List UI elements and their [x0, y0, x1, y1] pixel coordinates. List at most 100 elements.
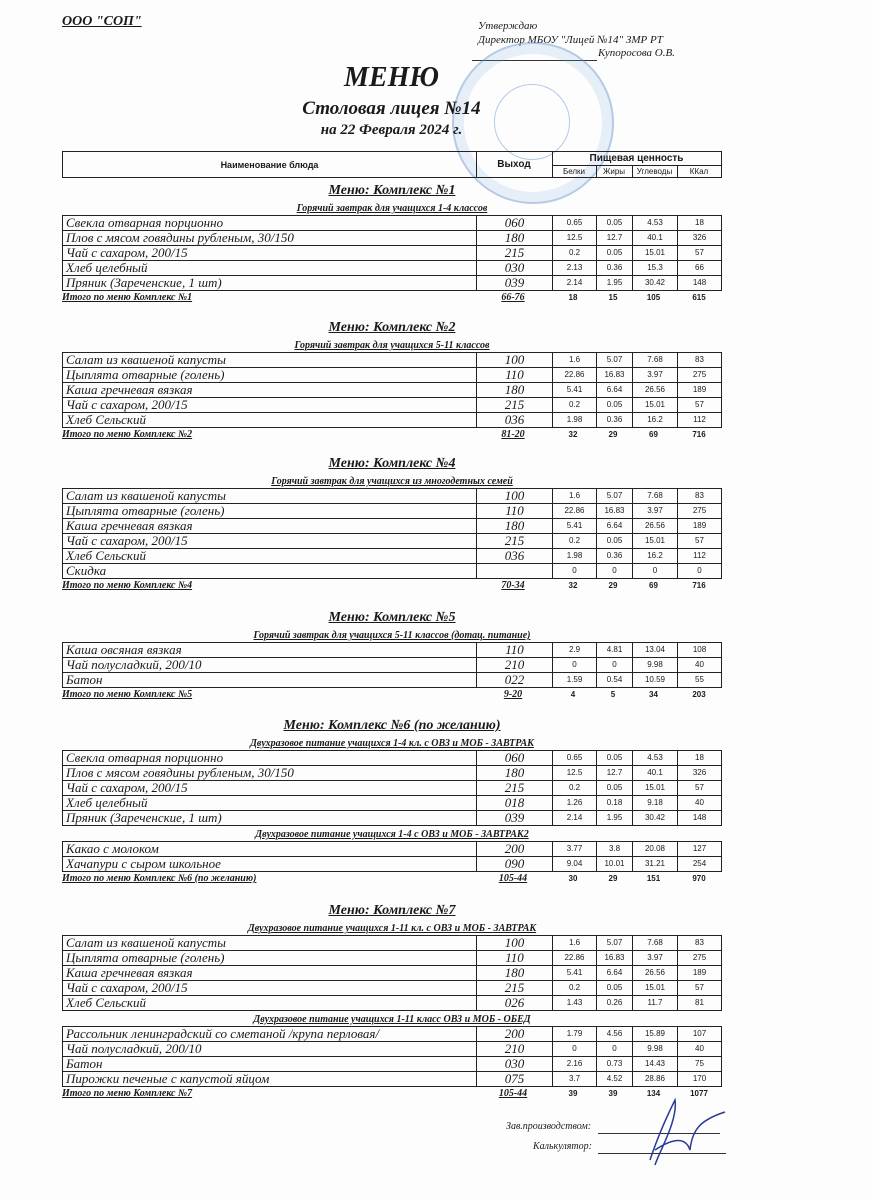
protein: 1.6 [552, 936, 596, 950]
total-dish-name: Итого по меню Комплекс №4 [62, 580, 193, 591]
handwritten-signature [649, 1097, 726, 1166]
kcal: 189 [677, 966, 721, 980]
menu-title: Меню: Комплекс №1 [62, 182, 722, 200]
carbs: 40.1 [632, 766, 677, 780]
dish-output: 060 [476, 216, 552, 230]
menu-title: Меню: Комплекс №4 [62, 455, 722, 473]
table-row: Батон 030 2.16 0.73 14.43 75 [63, 1056, 721, 1071]
total-protein: 30 [568, 874, 578, 883]
protein: 2.13 [552, 261, 596, 275]
fat: 6.64 [596, 383, 632, 397]
dish-name: Плов с мясом говядины рубленым, 30/150 [66, 765, 294, 780]
menu-title: Меню: Комплекс №2 [62, 319, 722, 337]
carbs: 15.01 [632, 246, 677, 260]
fat: 0.36 [596, 413, 632, 427]
menu-title: Меню: Комплекс №7 [62, 902, 722, 920]
fat: 0.05 [596, 981, 632, 995]
carbs: 30.42 [632, 811, 677, 825]
menu-total-row: Итого по меню Комплекс №2 81-20 32 29 69 716 [62, 428, 722, 442]
carbs: 16.2 [632, 413, 677, 427]
protein: 3.77 [552, 842, 596, 856]
group-subtitle: Двухразовое питание учащихся 1-11 кл. с … [62, 920, 722, 935]
table-row: Хачапури с сыром школьное 090 9.04 10.01 31.… [63, 856, 721, 871]
dish-output: 180 [476, 966, 552, 980]
dish-output: 100 [476, 353, 552, 367]
protein: 1.98 [552, 549, 596, 563]
total-dish-output: 81-20 [501, 429, 525, 440]
kcal: 57 [677, 981, 721, 995]
dish-output: 180 [476, 231, 552, 245]
dish-output: 090 [476, 857, 552, 871]
carbs: 7.68 [632, 489, 677, 503]
dish-output: 110 [476, 643, 552, 657]
production-manager-label: Зав.производством: [506, 1121, 592, 1132]
table-row: Плов с мясом говядины рубленым, 30/150 18… [63, 230, 721, 245]
dish-name: Чай с сахаром, 200/15 [66, 397, 188, 412]
total-carbs: 69 [649, 581, 658, 590]
dish-table: Свекла отварная порционно 060 0.65 0.05 4.53… [62, 750, 722, 826]
table-row: Пирожки печеные с капустой яйцом 075 3.7 4.… [63, 1071, 721, 1086]
dish-name: Хлеб целебный [66, 260, 148, 275]
fat: 6.64 [596, 966, 632, 980]
dish-name: Батон [66, 1056, 103, 1071]
table-row: Хлеб целебный 030 2.13 0.36 15.3 66 [63, 260, 721, 275]
carbs: 15.89 [632, 1027, 677, 1041]
total-kcal: 1077 [690, 1089, 708, 1098]
total-carbs: 69 [649, 430, 658, 439]
total-dish-output: 70-34 [501, 580, 525, 591]
dish-output: 215 [476, 398, 552, 412]
menu-date: на 22 Февраля 2024 г. [320, 122, 463, 138]
protein: 12.5 [552, 766, 596, 780]
organization-name: ООО "СОП" [62, 14, 142, 29]
fat: 0.05 [596, 216, 632, 230]
dish-name: Хлеб Сельский [66, 412, 146, 427]
table-row: Чай с сахаром, 200/15 215 0.2 0.05 15.01 57 [63, 780, 721, 795]
total-dish-name: Итого по меню Комплекс №7 [62, 1088, 193, 1099]
table-row: Хлеб Сельский 026 1.43 0.26 11.7 81 [63, 995, 721, 1010]
protein: 1.59 [552, 673, 596, 687]
fat: 4.56 [596, 1027, 632, 1041]
dish-name: Салат из квашеной капусты [66, 935, 226, 950]
menu-total-row: Итого по меню Комплекс №5 9-20 4 5 34 203 [62, 688, 722, 702]
group-subtitle: Горячий завтрак для учащихся 5-11 классо… [62, 627, 722, 642]
menu-title: Меню: Комплекс №6 (по желанию) [62, 717, 722, 735]
dish-table: Какао с молоком 200 3.77 3.8 20.08 127 Хачапур… [62, 841, 722, 872]
table-row: Свекла отварная порционно 060 0.65 0.05 4.53… [63, 751, 721, 765]
protein: 22.86 [552, 951, 596, 965]
table-row: Каша гречневая вязкая 180 5.41 6.64 26.56 189 [63, 965, 721, 980]
carbs: 13.04 [632, 643, 677, 657]
dish-name: Салат из квашеной капусты [66, 488, 226, 503]
fat: 0 [596, 564, 632, 578]
menu-section: Меню: Комплекс №4 Горячий завтрак для уча… [62, 455, 722, 593]
carbs: 4.53 [632, 216, 677, 230]
carbs: 26.56 [632, 519, 677, 533]
kcal: 83 [677, 489, 721, 503]
dish-output: 022 [476, 673, 552, 687]
carbs: 31.21 [632, 857, 677, 871]
protein: 5.41 [552, 519, 596, 533]
dish-name: Чай с сахаром, 200/15 [66, 245, 188, 260]
fat: 0.05 [596, 246, 632, 260]
protein: 1.6 [552, 489, 596, 503]
total-dish-name: Итого по меню Комплекс №1 [62, 292, 193, 303]
table-row: Каша гречневая вязкая 180 5.41 6.64 26.56 189 [63, 382, 721, 397]
fat: 0.36 [596, 549, 632, 563]
fat: 0.05 [596, 781, 632, 795]
table-row: Каша овсяная вязкая 110 2.9 4.81 13.04 108 [63, 643, 721, 657]
total-fat: 5 [610, 690, 616, 699]
total-kcal: 970 [692, 874, 706, 883]
carbs: 4.53 [632, 751, 677, 765]
carbs: 40.1 [632, 231, 677, 245]
fat: 4.81 [596, 643, 632, 657]
carbs: 9.98 [632, 658, 677, 672]
total-kcal: 203 [692, 690, 706, 699]
kcal: 275 [677, 368, 721, 382]
total-dish-name: Итого по меню Комплекс №5 [62, 689, 193, 700]
kcal: 326 [677, 766, 721, 780]
fat: 0.36 [596, 261, 632, 275]
dish-output: 039 [476, 811, 552, 825]
total-carbs: 134 [646, 1089, 661, 1098]
dish-name: Чай с сахаром, 200/15 [66, 980, 188, 995]
fat: 0.73 [596, 1057, 632, 1071]
